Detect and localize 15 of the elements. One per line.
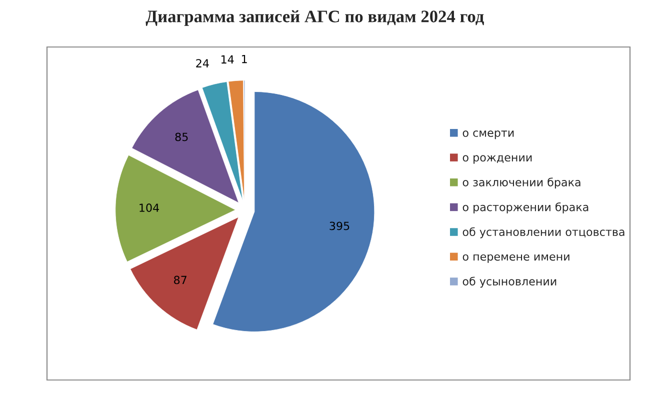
legend-label: об усыновлении bbox=[462, 276, 556, 288]
legend-label: об установлении отцовства bbox=[462, 227, 624, 238]
chart-title: Диаграмма записей АГС по видам 2024 год bbox=[146, 10, 484, 26]
data-label: 87 bbox=[174, 276, 186, 284]
data-label: 1 bbox=[242, 54, 247, 64]
data-label: 14 bbox=[221, 55, 234, 64]
data-label: 395 bbox=[330, 222, 350, 230]
data-label: 85 bbox=[175, 132, 188, 142]
legend-label: о расторжении брака bbox=[462, 202, 588, 214]
legend-label: о рождении bbox=[462, 155, 532, 164]
data-label: 24 bbox=[196, 59, 209, 68]
legend-label: о заключении брака bbox=[462, 178, 580, 189]
legend-label: о смерти bbox=[462, 130, 514, 140]
legend-label: о перемене имени bbox=[462, 254, 570, 263]
data-label: 104 bbox=[140, 204, 159, 212]
